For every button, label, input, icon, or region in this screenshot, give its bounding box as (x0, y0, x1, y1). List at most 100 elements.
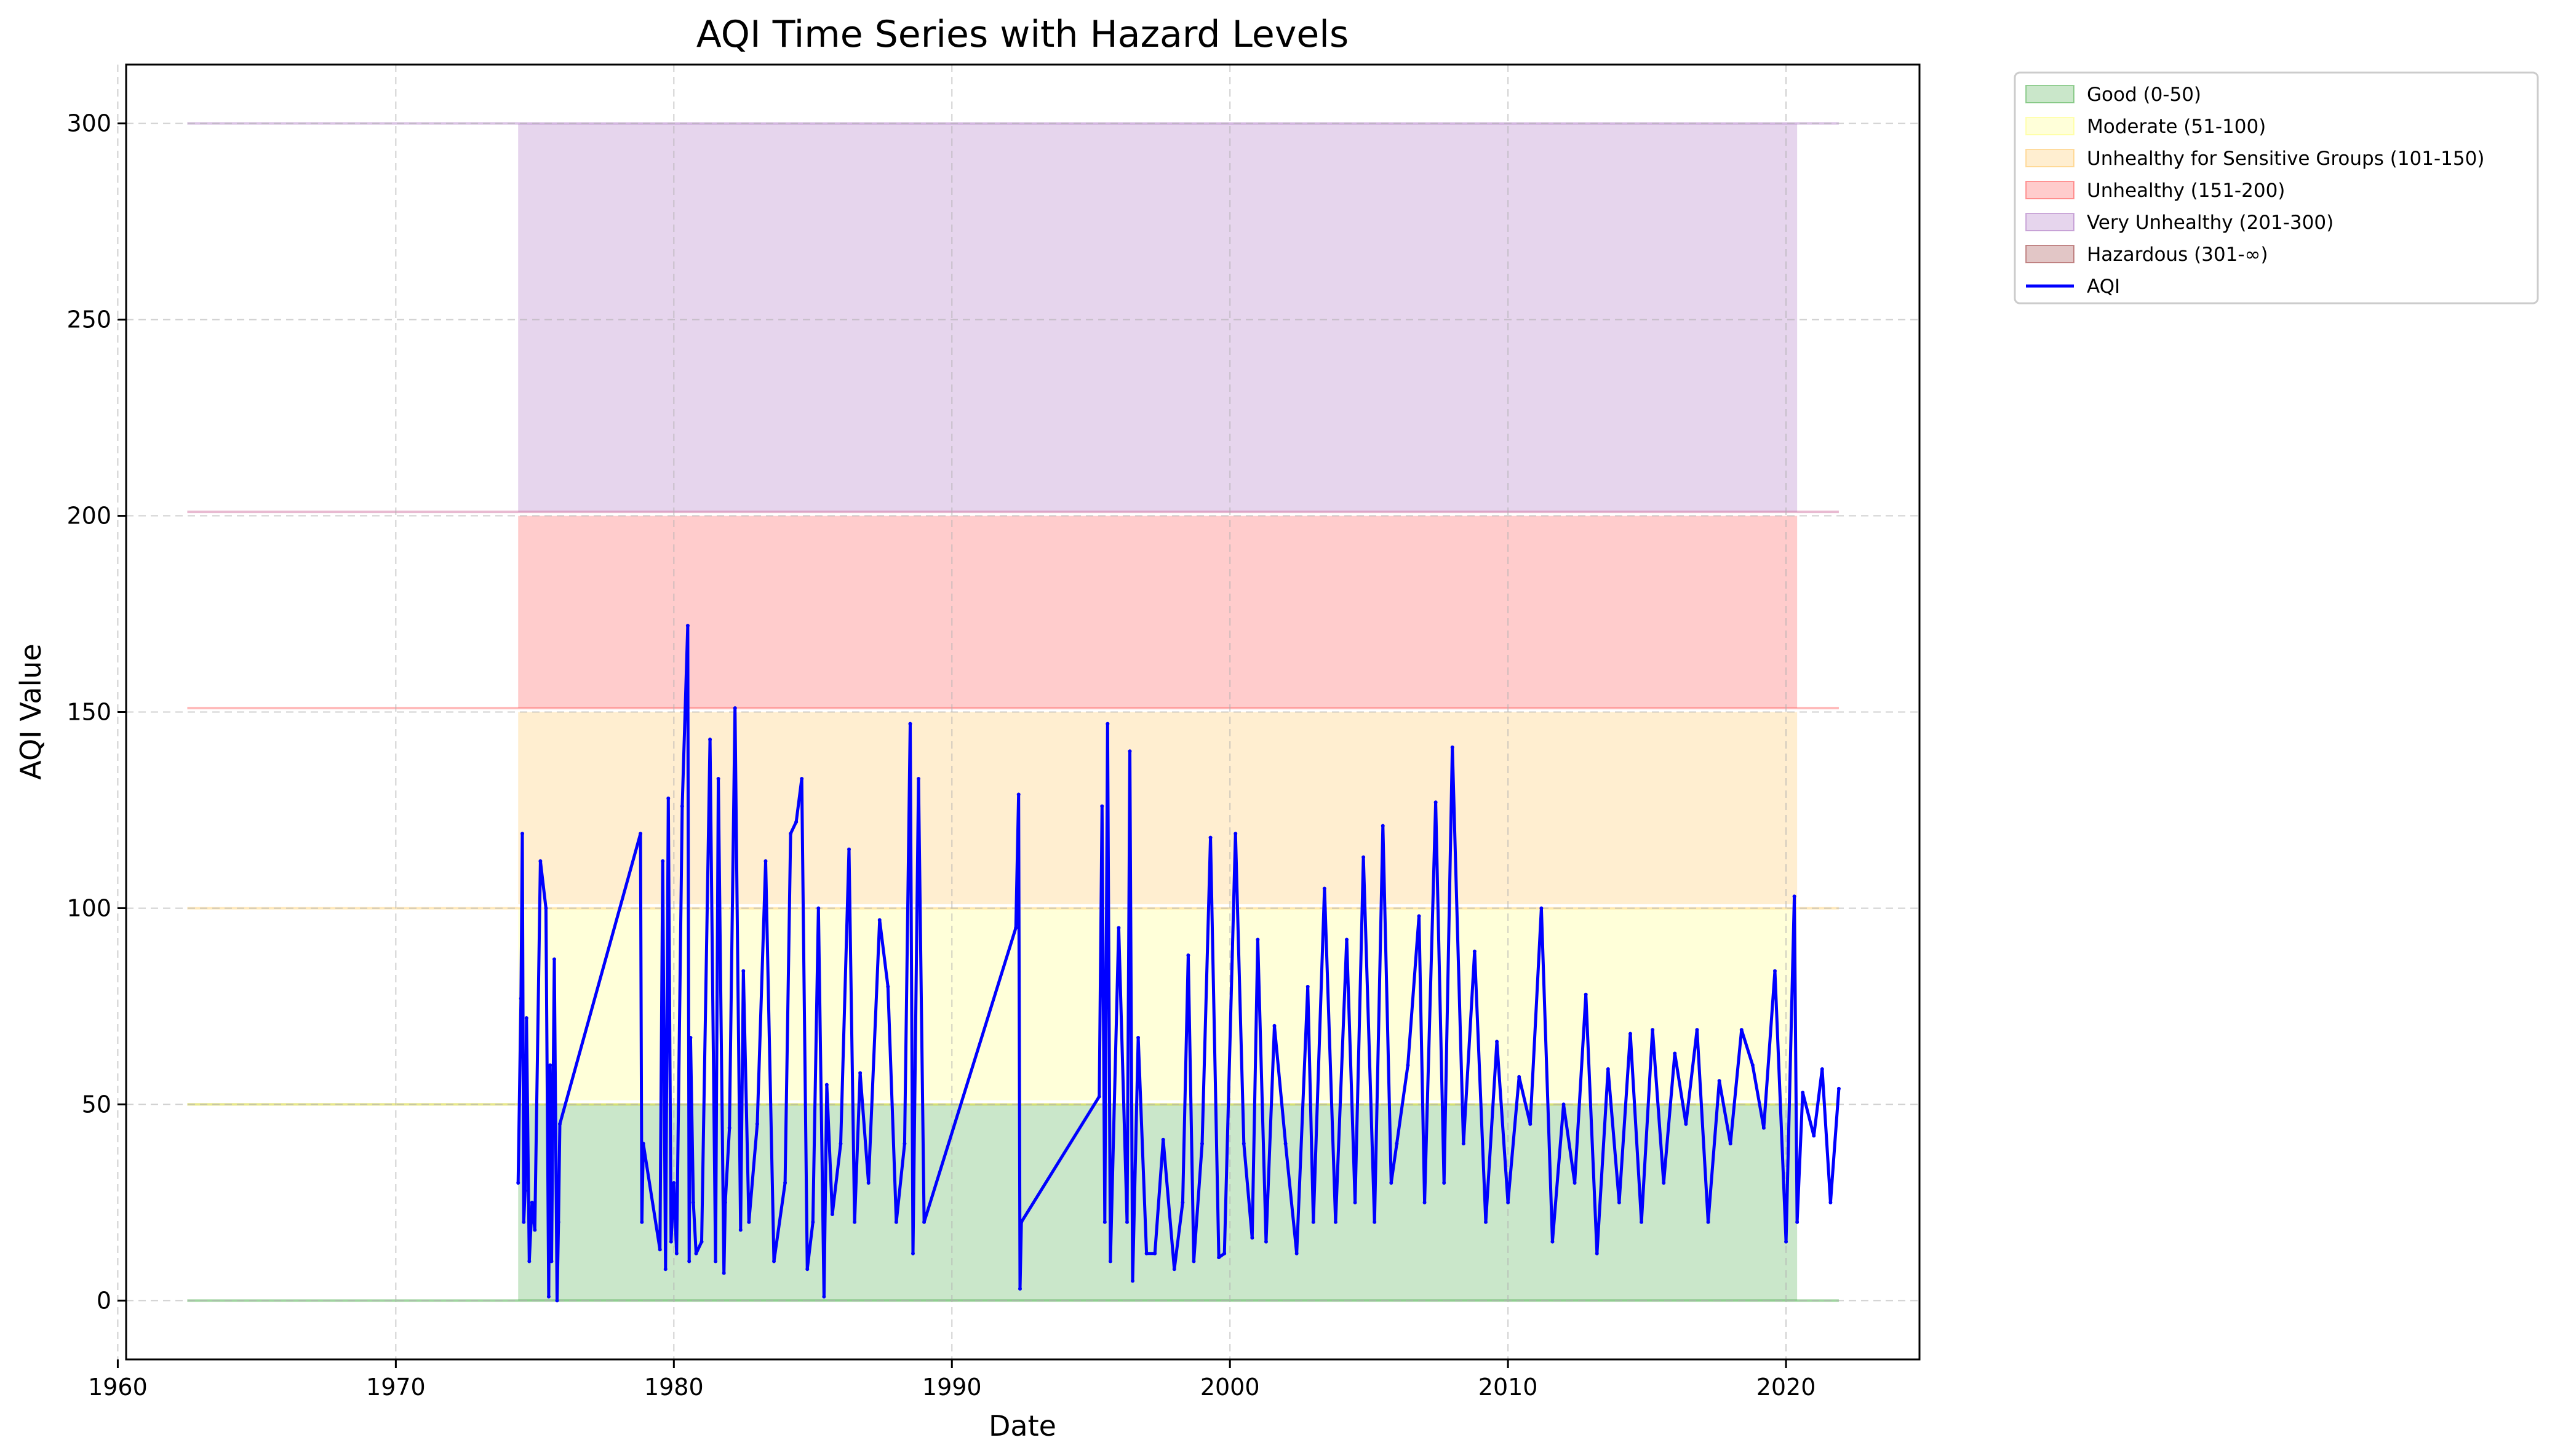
data-point (714, 1259, 718, 1263)
data-point (1106, 722, 1110, 726)
data-point (1640, 1220, 1644, 1224)
data-point (530, 1200, 534, 1204)
data-point (1517, 1075, 1521, 1079)
data-point (1100, 804, 1104, 808)
data-point (527, 1259, 532, 1263)
data-point (1117, 926, 1121, 930)
data-point (1572, 1180, 1577, 1185)
data-point (1820, 1067, 1824, 1071)
data-point (716, 776, 720, 781)
data-point (1442, 1180, 1446, 1185)
x-tick-label-6: 2020 (1756, 1374, 1816, 1401)
legend-swatch-2 (2025, 149, 2075, 167)
data-point (1200, 1142, 1204, 1146)
data-point (722, 1271, 726, 1275)
data-point (1472, 949, 1477, 953)
data-point (1706, 1220, 1710, 1224)
data-point (1828, 1200, 1833, 1204)
data-point (523, 1188, 527, 1193)
data-point (1662, 1180, 1666, 1185)
data-point (853, 1220, 857, 1224)
x-tick-label-3: 1990 (922, 1374, 982, 1401)
data-point (727, 1126, 731, 1130)
data-point (1417, 914, 1421, 918)
data-point (1406, 1063, 1410, 1067)
series-line-0 (516, 624, 1841, 1302)
x-tick-label-2: 1980 (644, 1374, 704, 1401)
legend-swatch-5 (2025, 245, 2075, 263)
x-tick-label-1: 1970 (366, 1374, 426, 1401)
data-point (1450, 745, 1454, 749)
data-point (917, 776, 921, 781)
data-point (1264, 1239, 1268, 1244)
data-point (1322, 886, 1326, 891)
data-point (1628, 1032, 1632, 1036)
data-point (894, 1220, 898, 1224)
y-tick-label-2: 100 (66, 894, 111, 921)
data-point (1353, 1200, 1357, 1204)
data-point (1153, 1251, 1157, 1255)
data-point (723, 1200, 727, 1204)
legend-label-3: Unhealthy (151-200) (2087, 180, 2285, 202)
data-point (663, 1267, 668, 1271)
data-point (687, 1259, 692, 1263)
data-point (1617, 1200, 1621, 1204)
data-point (886, 985, 890, 989)
data-point (546, 1294, 551, 1299)
data-point (866, 1180, 871, 1185)
data-point (1673, 1051, 1677, 1056)
data-point (524, 1016, 528, 1020)
data-point (556, 1220, 560, 1224)
data-point (549, 1259, 554, 1263)
data-point (1422, 1200, 1427, 1204)
data-point (738, 1228, 743, 1232)
y-tick-label-3: 150 (66, 699, 111, 726)
data-point (1539, 906, 1544, 910)
data-point (1208, 835, 1213, 840)
data-point (1256, 937, 1260, 942)
data-point (1192, 1259, 1196, 1263)
data-point (1801, 1091, 1805, 1095)
data-point (800, 776, 804, 781)
data-point (1019, 1220, 1024, 1224)
data-point (772, 1259, 776, 1263)
legend-label-1: Moderate (51-100) (2087, 116, 2266, 138)
data-point (1222, 1251, 1227, 1255)
data-point (674, 1251, 679, 1255)
data-point (911, 1251, 915, 1255)
data-point (1784, 1239, 1788, 1244)
data-point (908, 722, 912, 726)
data-point (1795, 1220, 1800, 1224)
data-point (1018, 1287, 1022, 1291)
data-point (1395, 1142, 1399, 1146)
legend-swatch-3 (2025, 181, 2075, 199)
data-point (1717, 1079, 1721, 1083)
data-point (1181, 1200, 1185, 1204)
data-point (1684, 1122, 1688, 1126)
data-point (733, 706, 737, 710)
y-tick-label-4: 200 (66, 503, 111, 530)
data-point (816, 906, 821, 910)
data-point (1131, 1279, 1135, 1283)
data-point (558, 1122, 562, 1126)
data-point (1483, 1220, 1488, 1224)
data-point (1836, 1086, 1841, 1091)
y-tick-label-1: 50 (82, 1091, 111, 1118)
data-point (877, 918, 882, 922)
data-point (1108, 1259, 1112, 1263)
hazard-band-1 (518, 908, 1798, 1100)
data-point (688, 1035, 693, 1040)
data-point (1250, 1236, 1254, 1240)
data-point (1381, 824, 1385, 828)
data-point (847, 847, 851, 851)
data-point (680, 804, 684, 808)
data-point (1283, 1142, 1288, 1146)
data-point (783, 1180, 787, 1185)
data-point (520, 832, 525, 836)
y-axis-label: AQI Value (14, 643, 47, 779)
data-point (516, 1180, 520, 1185)
legend-label-0: Good (0-50) (2087, 84, 2201, 106)
legend-swatch-0 (2025, 85, 2075, 103)
chart-title: AQI Time Series with Hazard Levels (696, 13, 1349, 56)
y-tick-label-5: 250 (66, 306, 111, 333)
